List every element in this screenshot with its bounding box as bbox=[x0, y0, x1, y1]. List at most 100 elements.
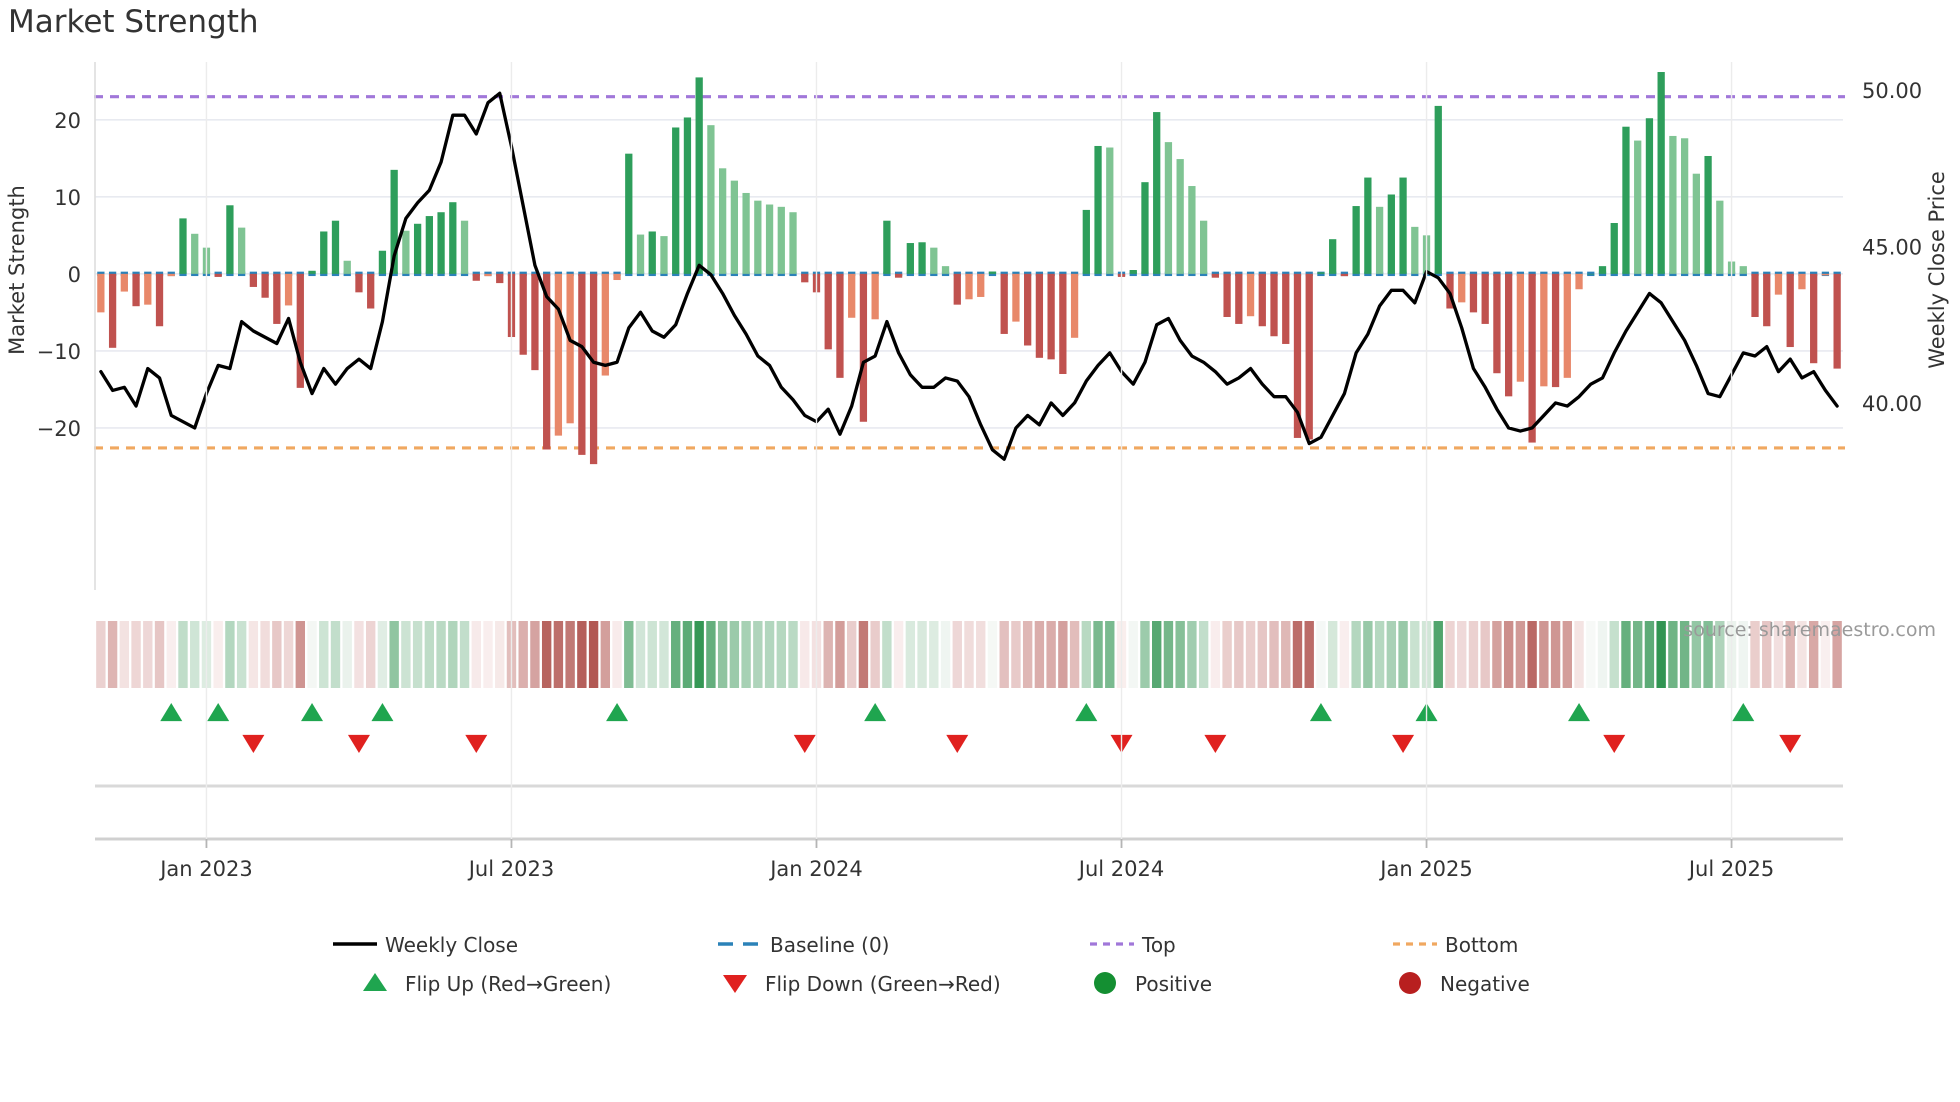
flip-up-marker[interactable] bbox=[1309, 703, 1332, 722]
heatmap-cell bbox=[131, 621, 141, 688]
heatmap-cell bbox=[1374, 621, 1385, 688]
heatmap-cell bbox=[260, 621, 270, 688]
heatmap-cell bbox=[1022, 621, 1033, 688]
heatmap-cell bbox=[1128, 621, 1138, 688]
legend-item-label: Weekly Close bbox=[385, 933, 518, 957]
heatmap-cell bbox=[295, 621, 305, 688]
heatmap-cell bbox=[741, 621, 751, 688]
bar bbox=[1199, 220, 1208, 274]
bar bbox=[1153, 112, 1161, 274]
weekly-close-path bbox=[99, 91, 1839, 461]
heatmap-cell bbox=[248, 621, 259, 688]
heatmap-cell bbox=[1140, 621, 1150, 688]
bar bbox=[1211, 273, 1219, 278]
heatmap-cell bbox=[1339, 621, 1350, 688]
bar bbox=[425, 216, 433, 274]
heatmap-cell bbox=[377, 621, 388, 688]
flip-up-marker[interactable] bbox=[160, 703, 183, 722]
bar bbox=[1129, 270, 1137, 274]
bar bbox=[484, 273, 492, 277]
flip-up-marker[interactable] bbox=[371, 703, 394, 722]
bar bbox=[765, 204, 774, 274]
heatmap-cell bbox=[1292, 621, 1303, 688]
bar bbox=[918, 242, 926, 274]
bar bbox=[249, 273, 258, 287]
bar bbox=[543, 273, 551, 450]
heatmap-cell bbox=[1011, 621, 1021, 688]
bar bbox=[261, 273, 269, 298]
heatmap-cell bbox=[1034, 621, 1045, 688]
heatmap-cell bbox=[870, 621, 880, 688]
x-axis-tick-label: Jul 2025 bbox=[1687, 857, 1774, 881]
bar bbox=[1516, 273, 1525, 382]
heatmap-cell bbox=[987, 621, 998, 688]
flip-down-marker[interactable] bbox=[242, 734, 265, 753]
bar bbox=[1070, 273, 1079, 338]
bar bbox=[155, 273, 164, 327]
flip-up-marker[interactable] bbox=[301, 703, 324, 722]
flip-down-marker[interactable] bbox=[347, 734, 370, 753]
bar bbox=[238, 227, 246, 274]
heatmap-cell bbox=[1234, 621, 1244, 688]
bar bbox=[859, 273, 868, 422]
bar bbox=[120, 273, 128, 292]
heatmap-cell bbox=[858, 621, 869, 688]
bar bbox=[191, 233, 199, 274]
x-axis-tick-label: Jan 2023 bbox=[158, 857, 253, 881]
heatmap-cell bbox=[459, 621, 470, 688]
heatmap-cell bbox=[1539, 621, 1549, 688]
heatmap-cell bbox=[96, 621, 106, 688]
bar bbox=[730, 180, 739, 274]
heatmap-cell bbox=[1105, 621, 1115, 688]
bar bbox=[1012, 273, 1020, 322]
legend-marker-dot bbox=[1399, 972, 1421, 994]
flip-down-marker[interactable] bbox=[1204, 734, 1227, 753]
legend-marker-flip-down bbox=[723, 975, 747, 993]
bar bbox=[1704, 155, 1712, 274]
flip-up-marker[interactable] bbox=[606, 703, 629, 722]
heatmap-cell bbox=[1480, 621, 1490, 688]
flip-up-marker[interactable] bbox=[1732, 703, 1755, 722]
heatmap-cell bbox=[1245, 621, 1256, 688]
heatmap-cell bbox=[1433, 621, 1443, 688]
chart-legend: Weekly Close Baseline (0) Top Bottom Flip Up… bbox=[333, 933, 1530, 996]
bar bbox=[1821, 273, 1830, 276]
flip-up-marker[interactable] bbox=[864, 703, 887, 722]
flip-down-marker[interactable] bbox=[1779, 734, 1802, 753]
heatmap-cell bbox=[776, 621, 786, 688]
flip-down-marker[interactable] bbox=[465, 734, 488, 753]
flip-down-marker[interactable] bbox=[1392, 734, 1415, 753]
heatmap-cell bbox=[1644, 621, 1655, 688]
heatmap-cell bbox=[588, 621, 599, 688]
bar bbox=[1739, 266, 1747, 274]
bar bbox=[531, 273, 539, 371]
flip-up-marker[interactable] bbox=[1568, 703, 1591, 722]
bar bbox=[320, 231, 328, 274]
bar bbox=[941, 266, 950, 274]
bar bbox=[308, 270, 316, 274]
heatmap-cell bbox=[412, 621, 423, 688]
bar bbox=[413, 223, 422, 274]
flip-down-marker[interactable] bbox=[946, 734, 969, 753]
flip-down-marker[interactable] bbox=[793, 734, 816, 753]
bar bbox=[1716, 200, 1724, 274]
heatmap-cell bbox=[1515, 621, 1526, 688]
x-axis-tick-label: Jan 2024 bbox=[768, 857, 863, 881]
y-axis-tick-label: 10 bbox=[54, 186, 81, 210]
heatmap-cell bbox=[1175, 621, 1185, 688]
heatmap-cell bbox=[600, 621, 611, 688]
flip-up-marker[interactable] bbox=[207, 703, 230, 722]
heatmap-cell bbox=[1527, 621, 1537, 688]
bar bbox=[355, 273, 363, 293]
flip-down-marker[interactable] bbox=[1603, 734, 1626, 753]
bar bbox=[930, 247, 938, 274]
strength-heatmap-strip bbox=[96, 621, 1842, 688]
strength-bars bbox=[97, 72, 1841, 465]
bar bbox=[648, 231, 656, 274]
heatmap-cell bbox=[1468, 621, 1479, 688]
heatmap-cell bbox=[166, 621, 176, 688]
bar bbox=[883, 220, 891, 274]
flip-up-marker[interactable] bbox=[1075, 703, 1098, 722]
bar bbox=[519, 273, 527, 355]
